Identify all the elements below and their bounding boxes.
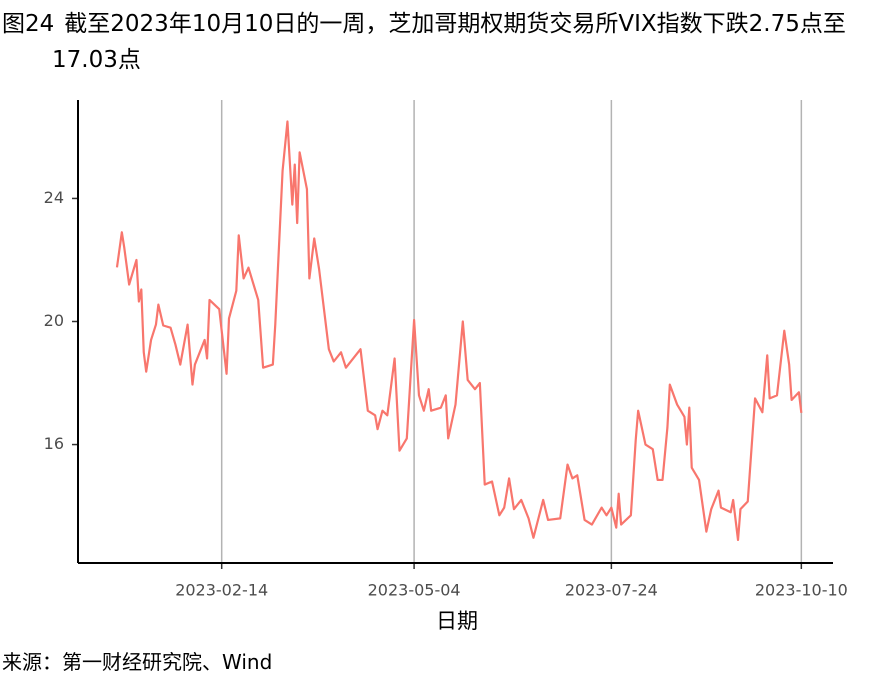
y-tick-label: 16 [44, 434, 64, 453]
x-tick-label: 2023-02-14 [175, 581, 268, 600]
chart: 日期 2023-02-14 2023-05-04 2023-07-24 2023-10… [44, 100, 848, 633]
figure-label: 图24 [2, 11, 55, 37]
y-tick-label: 24 [44, 188, 64, 207]
x-tick-label: 2023-05-04 [368, 581, 461, 600]
x-axis-label: 日期 [436, 609, 478, 633]
chart-title-block: 图24 截至2023年10月10日的一周，芝加哥期权期货交易所VIX指数下跌2.7… [2, 6, 882, 78]
source-note: 来源：第一财经研究院、Wind [2, 650, 273, 674]
x-tick-label: 2023-07-24 [565, 581, 658, 600]
vix-line [115, 120, 803, 542]
y-tick-label: 20 [44, 311, 64, 330]
chart-title: 截至2023年10月10日的一周，芝加哥期权期货交易所VIX指数下跌2.75点至… [52, 11, 846, 73]
x-tick-label: 2023-10-10 [755, 581, 848, 600]
